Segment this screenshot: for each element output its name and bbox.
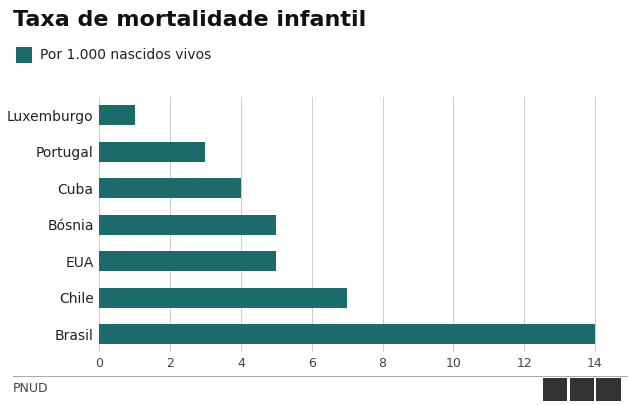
Text: Por 1.000 nascidos vivos: Por 1.000 nascidos vivos bbox=[40, 48, 211, 62]
Text: B: B bbox=[551, 385, 559, 394]
Bar bbox=[99, 251, 276, 271]
Text: PNUD: PNUD bbox=[13, 382, 49, 395]
Bar bbox=[99, 105, 134, 126]
Text: C: C bbox=[605, 385, 612, 394]
Text: Taxa de mortalidade infantil: Taxa de mortalidade infantil bbox=[13, 10, 366, 30]
Bar bbox=[99, 324, 595, 344]
Bar bbox=[99, 178, 241, 198]
Text: B: B bbox=[578, 385, 586, 394]
Bar bbox=[99, 215, 276, 235]
Bar bbox=[99, 288, 347, 308]
Bar bbox=[99, 142, 205, 162]
